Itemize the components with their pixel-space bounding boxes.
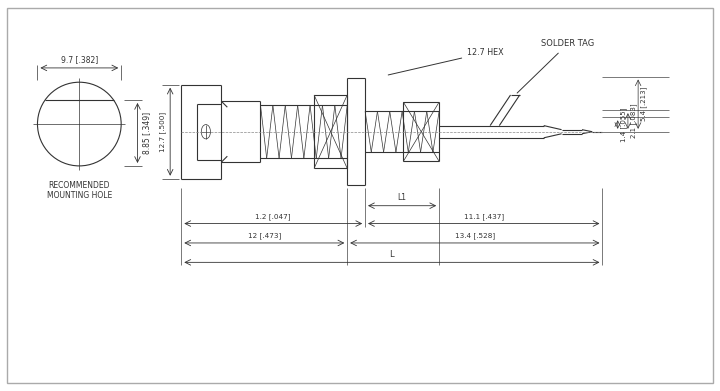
Text: 1.4 [.055]: 1.4 [.055]: [620, 108, 627, 142]
Text: RECOMMENDED
MOUNTING HOLE: RECOMMENDED MOUNTING HOLE: [47, 181, 112, 200]
Text: 9.7 [.382]: 9.7 [.382]: [60, 56, 98, 65]
Text: SOLDER TAG: SOLDER TAG: [517, 39, 595, 93]
Text: 13.4 [.528]: 13.4 [.528]: [455, 233, 495, 239]
Text: 12.7 [.500]: 12.7 [.500]: [159, 112, 166, 152]
Text: 12.7 HEX: 12.7 HEX: [388, 48, 504, 75]
Text: 11.1 [.437]: 11.1 [.437]: [464, 213, 504, 220]
Text: 8.85 [.349]: 8.85 [.349]: [143, 112, 152, 154]
Text: 5.4 [.213]: 5.4 [.213]: [641, 87, 647, 121]
Text: 1.2 [.047]: 1.2 [.047]: [256, 213, 291, 220]
Text: 12 [.473]: 12 [.473]: [248, 233, 281, 239]
Text: L: L: [390, 250, 395, 259]
Text: L1: L1: [397, 193, 407, 202]
Text: 2.1 [.083]: 2.1 [.083]: [631, 104, 637, 138]
